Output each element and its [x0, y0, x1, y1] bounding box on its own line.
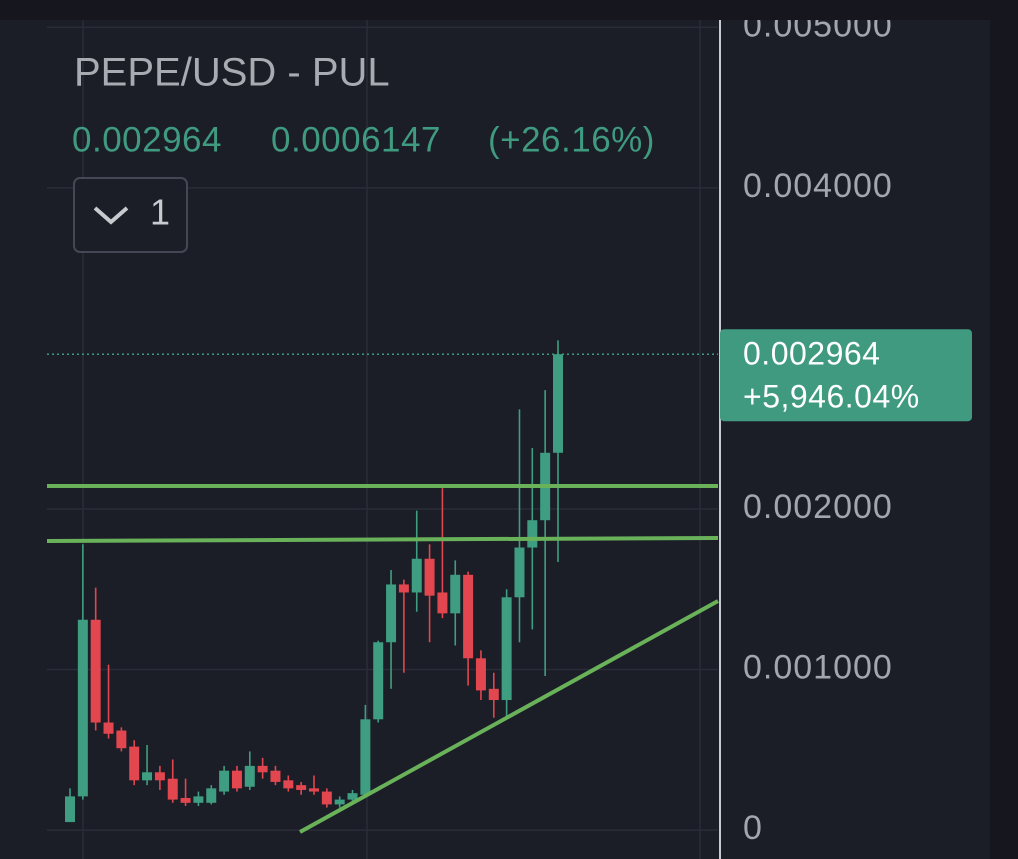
candle-body — [116, 730, 127, 749]
candle-body — [398, 584, 409, 593]
candle-body — [501, 597, 512, 701]
grid — [47, 20, 718, 859]
candle-body — [296, 785, 307, 790]
chevron-icon — [93, 206, 129, 225]
candle-body — [321, 791, 332, 805]
candle-body — [219, 770, 230, 792]
candle-body — [90, 619, 101, 723]
candle-body — [206, 788, 217, 803]
candle-body — [77, 619, 88, 797]
change-pct: (+26.16%) — [488, 120, 655, 159]
last-price: 0.002964 — [72, 120, 222, 159]
candle-body — [167, 778, 178, 800]
candle-body — [347, 793, 358, 800]
candle-body — [437, 592, 448, 614]
chart-title: PEPE/USD - PUL — [74, 51, 390, 95]
price-tag-change: +5,946.04% — [743, 379, 920, 415]
price-tag-value: 0.002964 — [743, 336, 880, 372]
candle-body — [411, 558, 422, 593]
candle-body — [450, 574, 461, 614]
y-tick-label: 0.004000 — [743, 167, 893, 205]
top-strip — [0, 0, 1018, 20]
candle-body — [283, 780, 294, 789]
side-strip — [990, 0, 1018, 859]
indicator-count: 1 — [150, 192, 170, 233]
candle-body — [527, 520, 538, 548]
candle-body — [103, 722, 114, 734]
candle-body — [129, 746, 140, 781]
candle-body — [488, 688, 499, 701]
support-line — [46, 536, 719, 543]
candle-body — [360, 719, 371, 795]
candle-body — [424, 558, 435, 596]
candle-body — [65, 796, 75, 823]
indicator-toggle[interactable] — [73, 177, 188, 253]
candle-body — [180, 797, 191, 803]
candle-body — [193, 796, 204, 803]
candle-body — [386, 584, 397, 643]
candle-body — [334, 799, 345, 805]
drawings — [46, 484, 719, 834]
candle-body — [231, 770, 242, 789]
candles — [47, 340, 718, 823]
candle-body — [373, 642, 384, 720]
legend: PEPE/USD - PUL 0.002964 0.0006147 (+26.1… — [72, 51, 655, 253]
y-tick-label: 0.002000 — [743, 488, 893, 526]
candle-body — [475, 658, 486, 691]
candle-body — [142, 772, 153, 781]
y-tick-label: 0 — [743, 809, 763, 847]
candle-body — [553, 354, 563, 453]
candle-body — [270, 770, 281, 782]
candle-body — [514, 547, 525, 598]
candle-body — [154, 772, 165, 781]
candle-body — [257, 765, 268, 773]
price-tag — [720, 329, 972, 422]
y-tick-label: 0.001000 — [743, 649, 893, 687]
candle-body — [309, 788, 319, 792]
trend-line — [299, 599, 719, 834]
candle-body — [463, 574, 474, 659]
candle-body — [244, 765, 255, 787]
change: 0.0006147 — [271, 120, 441, 159]
